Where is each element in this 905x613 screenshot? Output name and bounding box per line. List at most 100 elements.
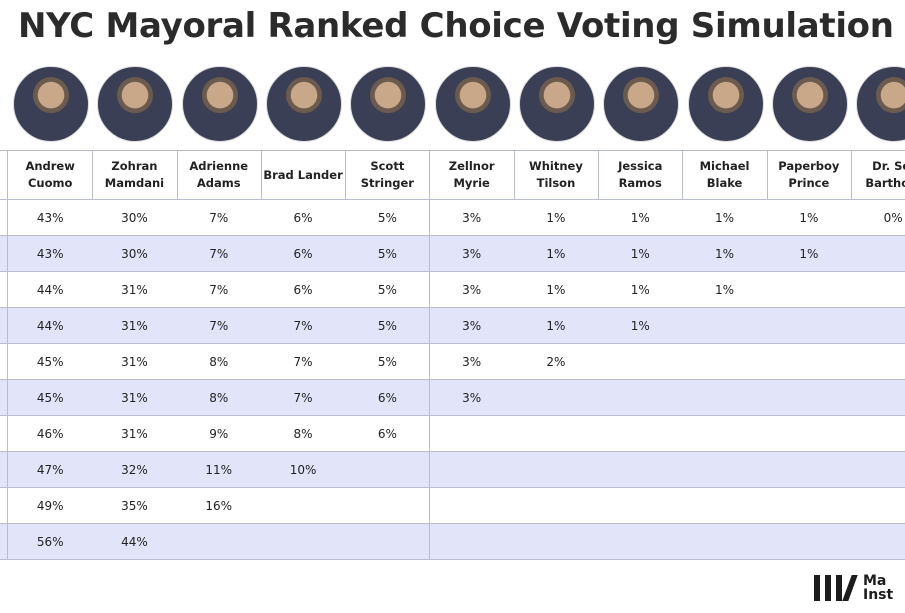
data-cell: 7% [260,344,347,380]
header-text: Ramos [618,176,662,190]
candidate-photo [181,66,258,142]
logo: Ma Inst [814,574,893,602]
data-cell: 1% [766,200,852,236]
data-cell: 3% [429,344,515,380]
data-cell [682,452,768,488]
header-text: Blake [706,176,743,190]
header-cell: Jessica Ramos [598,150,684,200]
header-text: Adrienne [189,159,249,173]
header-cell: Zohran Mamdani [92,150,178,200]
data-cell [682,524,768,560]
row-label-cell [0,416,8,452]
data-cell: 3% [429,236,515,272]
header-text: Bartholo [865,176,905,190]
data-cell: 47% [8,452,94,488]
data-cell: 5% [345,200,431,236]
row-label-cell [0,524,8,560]
data-cell: 1% [598,200,684,236]
data-cell [851,416,905,452]
candidate-photo [266,66,343,142]
row-label-cell [0,150,8,200]
data-cell [429,416,515,452]
header-cell: Zellnor Myrie [429,150,515,200]
data-cell [260,488,347,524]
data-cell [513,488,600,524]
data-cell: 11% [176,452,262,488]
data-cell: 6% [260,272,347,308]
data-cell [682,308,768,344]
data-cell: 31% [92,272,178,308]
data-cell: 6% [260,236,347,272]
candidate-photo [603,66,680,142]
data-cell: 45% [8,344,94,380]
data-cell: 7% [176,272,262,308]
row-label-cell [0,344,8,380]
data-cell: 30% [92,236,178,272]
data-cell: 7% [260,308,347,344]
data-cell: 8% [260,416,347,452]
data-cell [851,452,905,488]
title: NYC Mayoral Ranked Choice Voting Simulat… [18,6,894,46]
data-cell [429,488,515,524]
data-cell [682,488,768,524]
data-cell [851,236,905,272]
data-cell: 1% [598,236,684,272]
data-cell: 1% [682,272,768,308]
data-cell: 7% [176,308,262,344]
data-cell [851,380,905,416]
data-cell [176,524,262,560]
data-cell: 1% [598,272,684,308]
data-cell: 1% [598,308,684,344]
data-cell [851,488,905,524]
row-label-cell [0,200,8,236]
data-cell [766,344,852,380]
row-label-cell [0,452,8,488]
header-text: Prince [788,176,830,190]
header-text: Cuomo [27,176,73,190]
data-cell: 6% [260,200,347,236]
data-cell: 1% [513,200,600,236]
data-cell [513,524,600,560]
header-text: Adams [196,176,241,190]
data-cell [429,452,515,488]
header-cell: Andrew Cuomo [8,150,94,200]
data-cell [851,272,905,308]
candidate-photo [856,66,905,142]
data-cell: 30% [92,200,178,236]
data-cell: 1% [682,200,768,236]
header-text: Paperboy [778,159,840,173]
header-text: Zohran [111,159,158,173]
header-text: Mamdani [104,176,165,190]
candidate-photo [434,66,511,142]
data-cell: 1% [513,272,600,308]
header-text: Brad Lander [263,167,343,182]
data-cell [682,416,768,452]
data-cell [851,344,905,380]
data-cell [598,380,684,416]
data-cell [682,344,768,380]
data-cell: 6% [345,380,431,416]
header-text: Andrew [25,159,75,173]
data-cell: 46% [8,416,94,452]
data-cell: 43% [8,236,94,272]
data-cell [766,488,852,524]
header-cell: Paperboy Prince [766,150,852,200]
data-cell: 44% [92,524,178,560]
header-text: Whitney [529,159,583,173]
data-cell: 35% [92,488,178,524]
header-text: Dr. Sel [872,159,905,173]
data-cell: 31% [92,380,178,416]
header-text: Zellnor [448,159,495,173]
logo-mark [814,575,858,601]
header-text: Scott [370,159,405,173]
header-cell: Michael Blake [682,150,768,200]
data-cell: 32% [92,452,178,488]
data-cell: 3% [429,272,515,308]
data-cell [513,416,600,452]
data-cell [345,452,431,488]
candidate-photo [13,66,90,142]
data-cell: 0% [851,200,905,236]
data-cell [766,452,852,488]
header-cell: Scott Stringer [345,150,431,200]
